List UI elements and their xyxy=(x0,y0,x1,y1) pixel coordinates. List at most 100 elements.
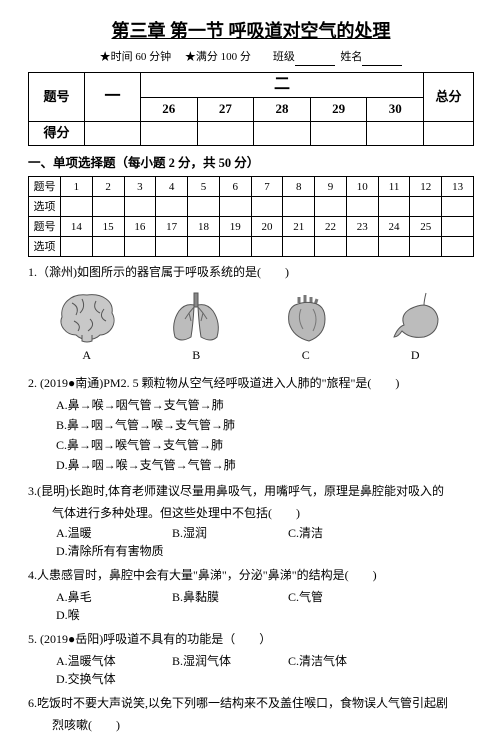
mc-answer[interactable] xyxy=(251,237,283,257)
mc-label-a: 选项 xyxy=(29,237,61,257)
q5-opt-d: D.交换气体 xyxy=(56,670,151,688)
organ-a: A xyxy=(52,289,122,364)
mc-qnum xyxy=(442,217,474,237)
organ-c: C xyxy=(271,289,341,364)
score-sub-26: 26 xyxy=(141,97,198,121)
mc-answer[interactable] xyxy=(283,237,315,257)
mc-qnum: 21 xyxy=(283,217,315,237)
mc-answer[interactable] xyxy=(219,197,251,217)
q2-opt-d: D.鼻→咽→喉→支气管→气管→肺 xyxy=(56,456,256,474)
mc-qnum: 11 xyxy=(378,177,410,197)
score-blank[interactable] xyxy=(197,121,254,145)
mc-answer[interactable] xyxy=(346,237,378,257)
question-6-cont: 烈咳嗽( ) xyxy=(28,716,474,734)
mc-label-q: 题号 xyxy=(29,177,61,197)
mc-table-1: 题号 1 2 3 4 5 6 7 8 9 10 11 12 13 选项 题号 1… xyxy=(28,176,474,257)
q5-opt-c: C.清洁气体 xyxy=(288,652,383,670)
mc-qnum: 24 xyxy=(378,217,410,237)
score-blank[interactable] xyxy=(310,121,367,145)
mc-qnum: 18 xyxy=(188,217,220,237)
q4-opt-c: C.气管 xyxy=(288,588,383,606)
mc-answer[interactable] xyxy=(410,197,442,217)
mc-answer[interactable] xyxy=(378,197,410,217)
q2-opt-b: B.鼻→咽→气管→喉→支气管→肺 xyxy=(56,416,256,434)
mc-qnum: 8 xyxy=(283,177,315,197)
mc-qnum: 16 xyxy=(124,217,156,237)
q2-options: A.鼻→喉→咽气管→支气管→肺 B.鼻→咽→气管→喉→支气管→肺 C.鼻→咽→喉… xyxy=(56,396,474,476)
time-label: ★时间 60 分钟 xyxy=(100,51,172,63)
mc-label-q: 题号 xyxy=(29,217,61,237)
mc-qnum: 6 xyxy=(219,177,251,197)
mc-answer[interactable] xyxy=(219,237,251,257)
meta-line: ★时间 60 分钟 ★满分 100 分 班级 姓名 xyxy=(28,49,474,66)
q4-opt-d: D.喉 xyxy=(56,606,151,624)
question-3: 3.(昆明)长跑时,体育老师建议尽量用鼻吸气，用嘴呼气，原理是鼻腔能对吸入的 xyxy=(28,482,474,500)
heart-icon xyxy=(271,289,341,344)
organ-d: D xyxy=(380,289,450,364)
name-blank[interactable] xyxy=(362,54,402,66)
score-sub-27: 27 xyxy=(197,97,254,121)
score-total: 总分 xyxy=(424,72,474,121)
q3-opt-a: A.温暖 xyxy=(56,524,151,542)
mc-qnum: 15 xyxy=(92,217,124,237)
mc-qnum: 5 xyxy=(188,177,220,197)
mc-answer[interactable] xyxy=(442,237,474,257)
question-3-cont: 气体进行多种处理。但这些处理中不包括( ) xyxy=(28,504,474,522)
mc-answer[interactable] xyxy=(346,197,378,217)
score-part-one: 一 xyxy=(85,72,141,121)
mc-qnum: 22 xyxy=(315,217,347,237)
mc-qnum: 20 xyxy=(251,217,283,237)
q4-options: A.鼻毛 B.鼻黏膜 C.气管 D.喉 xyxy=(56,588,474,624)
full-score-label: ★满分 100 分 xyxy=(185,51,251,63)
mc-answer[interactable] xyxy=(315,197,347,217)
score-blank[interactable] xyxy=(85,121,141,145)
q3-opt-d: D.清除所有有害物质 xyxy=(56,542,164,560)
mc-answer[interactable] xyxy=(188,197,220,217)
mc-answer[interactable] xyxy=(315,237,347,257)
question-2: 2. (2019●南通)PM2. 5 颗粒物从空气经呼吸道进入人肺的"旅程"是(… xyxy=(28,374,474,392)
mc-answer[interactable] xyxy=(251,197,283,217)
page-title: 第三章 第一节 呼吸道对空气的处理 xyxy=(28,18,474,45)
q5-options: A.温暖气体 B.湿润气体 C.清洁气体 D.交换气体 xyxy=(56,652,474,688)
score-blank[interactable] xyxy=(254,121,311,145)
score-header-qnum: 题号 xyxy=(29,72,85,121)
mc-answer[interactable] xyxy=(124,237,156,257)
score-blank[interactable] xyxy=(367,121,424,145)
score-blank[interactable] xyxy=(141,121,198,145)
score-sub-29: 29 xyxy=(310,97,367,121)
mc-answer[interactable] xyxy=(442,197,474,217)
score-header-got: 得分 xyxy=(29,121,85,145)
mc-answer[interactable] xyxy=(61,197,93,217)
mc-qnum: 25 xyxy=(410,217,442,237)
mc-answer[interactable] xyxy=(92,197,124,217)
score-part-two: 二 xyxy=(141,72,424,97)
mc-answer[interactable] xyxy=(410,237,442,257)
mc-answer[interactable] xyxy=(61,237,93,257)
mc-answer[interactable] xyxy=(92,237,124,257)
question-1: 1.（滁州)如图所示的器官属于呼吸系统的是( ) xyxy=(28,263,474,281)
mc-qnum: 2 xyxy=(92,177,124,197)
q2-opt-a: A.鼻→喉→咽气管→支气管→肺 xyxy=(56,396,256,414)
q5-opt-a: A.温暖气体 xyxy=(56,652,151,670)
lungs-icon xyxy=(161,289,231,344)
q3-options: A.温暖 B.湿润 C.清洁 D.清除所有有害物质 xyxy=(56,524,474,560)
organ-label-a: A xyxy=(52,346,122,364)
q3-opt-c: C.清洁 xyxy=(288,524,383,542)
mc-qnum: 19 xyxy=(219,217,251,237)
score-sub-30: 30 xyxy=(367,97,424,121)
question-6: 6.吃饭时不要大声说笑,以免下列哪一结构来不及盖住喉口，食物误人气管引起剧 xyxy=(28,694,474,712)
organ-label-d: D xyxy=(380,346,450,364)
question-4: 4.人患感冒时，鼻腔中会有大量"鼻涕"，分泌"鼻涕"的结构是( ) xyxy=(28,566,474,584)
mc-answer[interactable] xyxy=(283,197,315,217)
score-blank[interactable] xyxy=(424,121,474,145)
mc-qnum: 3 xyxy=(124,177,156,197)
mc-qnum: 14 xyxy=(61,217,93,237)
mc-answer[interactable] xyxy=(188,237,220,257)
class-blank[interactable] xyxy=(295,54,335,66)
stomach-icon xyxy=(380,289,450,344)
mc-answer[interactable] xyxy=(156,237,188,257)
mc-answer[interactable] xyxy=(156,197,188,217)
score-sub-28: 28 xyxy=(254,97,311,121)
mc-answer[interactable] xyxy=(124,197,156,217)
mc-answer[interactable] xyxy=(378,237,410,257)
